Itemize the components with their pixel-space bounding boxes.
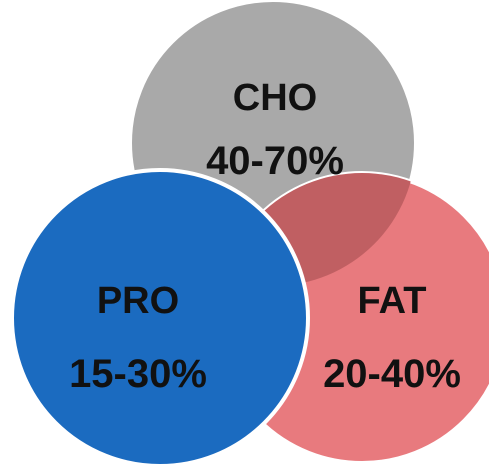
fat-label: FAT xyxy=(358,280,427,322)
pro-circle xyxy=(10,168,310,467)
cho-label: CHO xyxy=(233,77,317,119)
cho-range: 40-70% xyxy=(206,139,344,183)
fat-range: 20-40% xyxy=(323,352,461,396)
pro-label: PRO xyxy=(97,280,179,322)
pro-range: 15-30% xyxy=(69,352,207,396)
